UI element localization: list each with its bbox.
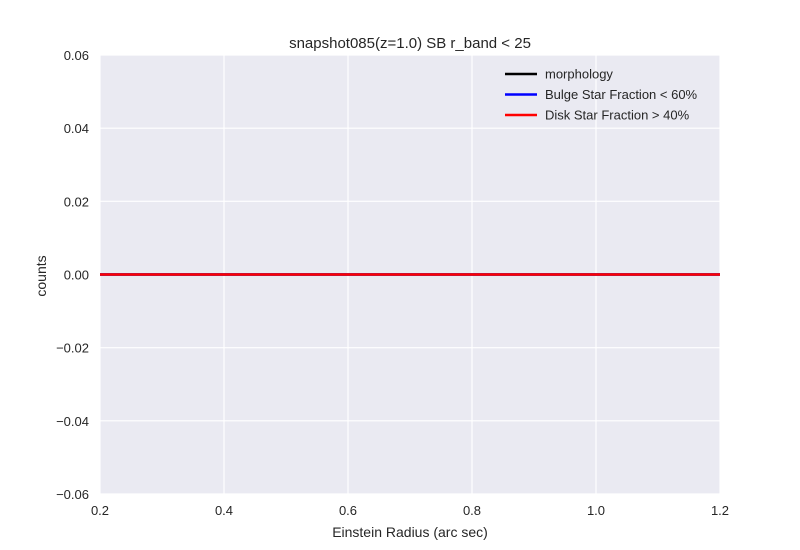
y-tick-label: −0.06 <box>56 487 89 502</box>
chart-title: snapshot085(z=1.0) SB r_band < 25 <box>289 35 531 52</box>
x-tick-label: 0.4 <box>215 503 233 518</box>
legend-label: Disk Star Fraction > 40% <box>545 108 690 123</box>
x-tick-label: 1.2 <box>711 503 729 518</box>
y-axis-label: counts <box>33 255 49 296</box>
y-tick-label: −0.04 <box>56 414 89 429</box>
y-tick-label: 0.06 <box>64 48 89 63</box>
x-tick-label: 0.8 <box>463 503 481 518</box>
y-axis-ticks: −0.06 −0.04 −0.02 0.00 0.02 0.04 0.06 <box>56 48 89 502</box>
y-tick-label: −0.02 <box>56 341 89 356</box>
x-tick-label: 1.0 <box>587 503 605 518</box>
x-tick-label: 0.6 <box>339 503 357 518</box>
legend: morphology Bulge Star Fraction < 60% Disk … <box>505 67 698 123</box>
x-axis-ticks: 0.2 0.4 0.6 0.8 1.0 1.2 <box>91 503 729 518</box>
legend-label: morphology <box>545 67 613 82</box>
y-tick-label: 0.00 <box>64 268 89 283</box>
y-tick-label: 0.04 <box>64 121 89 136</box>
legend-label: Bulge Star Fraction < 60% <box>545 87 698 102</box>
x-tick-label: 0.2 <box>91 503 109 518</box>
x-axis-label: Einstein Radius (arc sec) <box>332 524 488 540</box>
y-tick-label: 0.02 <box>64 194 89 209</box>
